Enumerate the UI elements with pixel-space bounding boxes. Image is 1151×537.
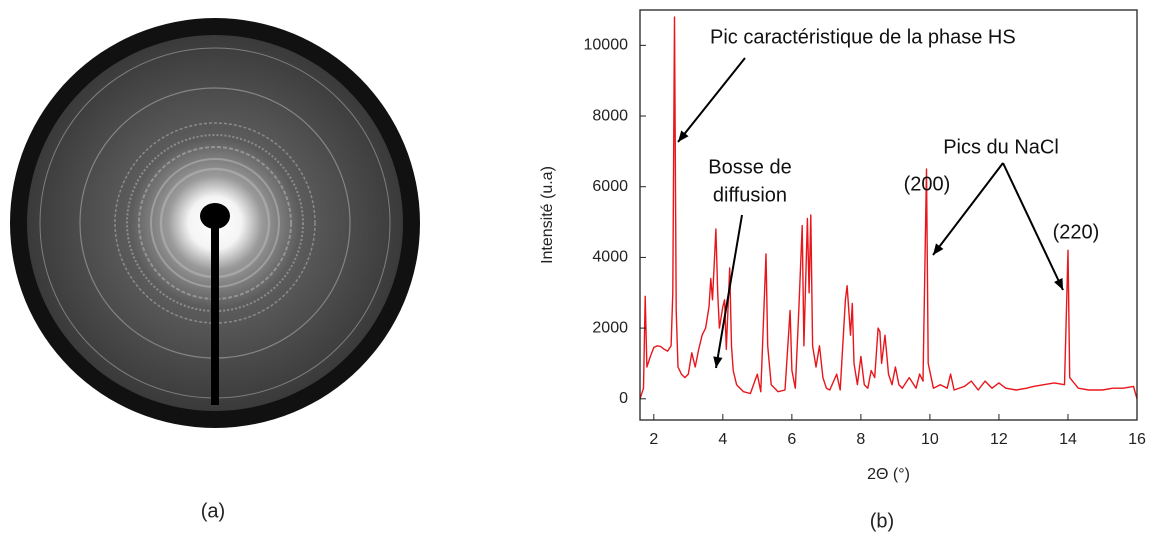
annotation: (220) — [1053, 221, 1100, 243]
x-tick-label: 10 — [921, 431, 939, 448]
x-tick-label: 12 — [990, 431, 1008, 448]
annotation: Pics du NaCl — [943, 136, 1059, 158]
x-tick-label: 14 — [1059, 431, 1077, 448]
x-tick-label: 4 — [718, 431, 727, 448]
arrow — [1002, 162, 1064, 291]
arrow-head — [678, 130, 689, 142]
annotation: (200) — [904, 173, 951, 195]
panel-label: (a) — [201, 500, 225, 522]
arrow — [677, 57, 746, 143]
plot-frame — [639, 9, 1138, 421]
x-axis-label: 2Θ (°) — [867, 466, 910, 483]
annotation: Bosse de — [708, 156, 791, 178]
data-line — [639, 16, 1138, 400]
y-axis-label: Intensité (u.a) — [539, 166, 556, 264]
arrow — [715, 214, 743, 369]
x-tick-label: 16 — [1128, 431, 1146, 448]
x-tick-label: 2 — [649, 431, 658, 448]
arrow — [932, 162, 1004, 256]
y-tick-label: 4000 — [592, 249, 628, 266]
diffraction-image — [10, 18, 420, 428]
y-tick-label: 0 — [619, 390, 628, 407]
arrow-head — [1054, 278, 1063, 290]
y-tick-label: 8000 — [592, 107, 628, 124]
y-tick-label: 10000 — [584, 37, 629, 54]
annotation: Pic caractéristique de la phase HS — [710, 26, 1016, 48]
y-tick-label: 2000 — [592, 319, 628, 336]
x-tick-label: 8 — [856, 431, 865, 448]
arrow-head — [713, 356, 723, 368]
chart: 0 2000 4000 6000 8000 10000 2 4 6 8 10 12 14 16 2Θ (°)… — [539, 9, 1146, 532]
x-tick-label: 6 — [787, 431, 796, 448]
panel-label: (b) — [870, 510, 894, 532]
arrow-head — [933, 243, 944, 255]
annotation: diffusion — [713, 184, 787, 206]
y-tick-label: 6000 — [592, 178, 628, 195]
